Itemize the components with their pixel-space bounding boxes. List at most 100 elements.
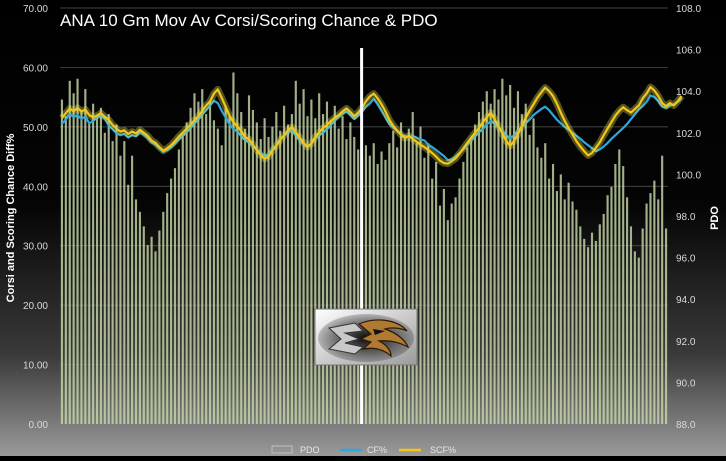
pdo-bar xyxy=(341,116,344,424)
pdo-bar xyxy=(454,197,457,424)
pdo-bar xyxy=(329,120,332,424)
pdo-bar xyxy=(661,155,664,424)
pdo-bar xyxy=(380,151,383,424)
pdo-bar xyxy=(318,93,321,424)
pdo-bar xyxy=(127,184,130,424)
pdo-bar xyxy=(119,155,122,424)
cf-line xyxy=(61,94,683,162)
pdo-bar xyxy=(481,101,484,424)
pdo-bar xyxy=(232,72,235,424)
pdo-bar xyxy=(220,145,223,424)
chart-title: ANA 10 Gm Mov Av Corsi/Scoring Chance & … xyxy=(60,11,438,30)
pdo-bar xyxy=(536,147,539,425)
pdo-bar xyxy=(462,161,465,425)
pdo-bar xyxy=(72,93,75,424)
pdo-bar xyxy=(357,149,360,424)
team-logo xyxy=(314,308,418,366)
pdo-bar xyxy=(474,124,477,424)
pdo-bar xyxy=(493,89,496,425)
pdo-bar xyxy=(111,141,114,424)
pdo-bar xyxy=(80,112,83,424)
pdo-bar xyxy=(458,178,461,424)
pdo-bar xyxy=(310,99,313,425)
pdo-bar xyxy=(212,120,216,424)
right-tick-label: 96.0 xyxy=(676,254,696,265)
left-tick-label: 60.00 xyxy=(23,63,48,74)
pdo-bar xyxy=(415,143,418,424)
pdo-bar xyxy=(99,107,102,424)
left-axis-ticks: 0.00 10.00 20.00 30.00 40.00 50.00 60.00 70.00 xyxy=(23,4,48,431)
pdo-bar xyxy=(446,220,449,424)
pdo-bar xyxy=(602,213,605,424)
pdo-bar xyxy=(590,232,594,424)
right-tick-label: 108.0 xyxy=(676,4,701,15)
left-tick-label: 70.00 xyxy=(23,4,48,15)
pdo-bar xyxy=(509,84,512,425)
pdo-bar xyxy=(259,139,262,425)
pdo-bar xyxy=(435,161,438,425)
pdo-bar xyxy=(485,91,488,424)
pdo-bar xyxy=(131,155,134,424)
pdo-bar xyxy=(396,147,399,425)
pdo-bar xyxy=(411,112,414,424)
pdo-bar xyxy=(95,118,99,425)
right-tick-label: 98.0 xyxy=(676,212,696,223)
right-axis-ticks: 88.0 90.0 92.0 94.0 96.0 98.0 100.0 102.0 104.0 1… xyxy=(676,4,701,431)
pdo-bar xyxy=(649,193,652,424)
pdo-bar xyxy=(134,199,138,424)
pdo-bar xyxy=(392,130,395,424)
trend-lines xyxy=(59,83,685,168)
pdo-bar xyxy=(528,134,531,424)
pdo-bar xyxy=(64,116,67,424)
pdo-bar xyxy=(275,112,278,424)
pdo-bar xyxy=(146,245,149,424)
right-tick-label: 106.0 xyxy=(676,46,701,57)
pdo-bar xyxy=(364,145,368,424)
pdo-bar xyxy=(294,80,297,425)
pdo-bar xyxy=(286,124,290,424)
pdo-bar xyxy=(637,257,640,424)
pdo-bar xyxy=(236,93,239,424)
left-tick-label: 10.00 xyxy=(23,361,48,372)
pdo-bar xyxy=(138,211,141,424)
pdo-bar xyxy=(438,205,442,424)
pdo-bar xyxy=(520,114,523,424)
scf-line-glow xyxy=(59,83,685,168)
pdo-bar xyxy=(193,93,196,424)
pdo-bar xyxy=(154,251,157,424)
pdo-bar xyxy=(298,103,301,425)
legend-label-scf: SCF% xyxy=(430,445,456,455)
pdo-bar xyxy=(477,112,481,424)
pdo-bar xyxy=(255,122,258,425)
left-tick-label: 40.00 xyxy=(23,182,48,193)
pdo-bar xyxy=(88,122,91,425)
pdo-bar xyxy=(170,178,173,424)
legend-label-cf: CF% xyxy=(367,445,387,455)
pdo-bar xyxy=(166,193,169,424)
pdo-bar xyxy=(626,197,629,424)
pdo-bar xyxy=(594,240,597,424)
pdo-bar xyxy=(606,195,609,424)
pdo-bar xyxy=(548,178,551,424)
pdo-bar xyxy=(290,114,293,424)
pdo-bar xyxy=(653,180,656,424)
pdo-bar xyxy=(407,128,410,424)
pdo-bar xyxy=(610,186,613,424)
pdo-bar xyxy=(244,128,247,424)
pdo-bar xyxy=(614,164,617,424)
pdo-bar xyxy=(512,107,516,424)
pdo-bar xyxy=(181,134,184,424)
pdo-bar xyxy=(657,199,660,424)
pdo-bar xyxy=(384,159,387,424)
left-tick-label: 30.00 xyxy=(23,242,48,253)
pdo-bar xyxy=(575,209,578,424)
right-tick-label: 104.0 xyxy=(676,87,701,98)
pdo-bar xyxy=(376,164,379,424)
left-tick-label: 0.00 xyxy=(29,420,49,431)
pdo-bar xyxy=(532,118,535,425)
pdo-bar xyxy=(107,114,110,424)
pdo-bar xyxy=(345,139,348,425)
pdo-bar xyxy=(162,211,165,424)
pdo-bar xyxy=(76,78,79,424)
pdo-bar xyxy=(189,107,192,424)
